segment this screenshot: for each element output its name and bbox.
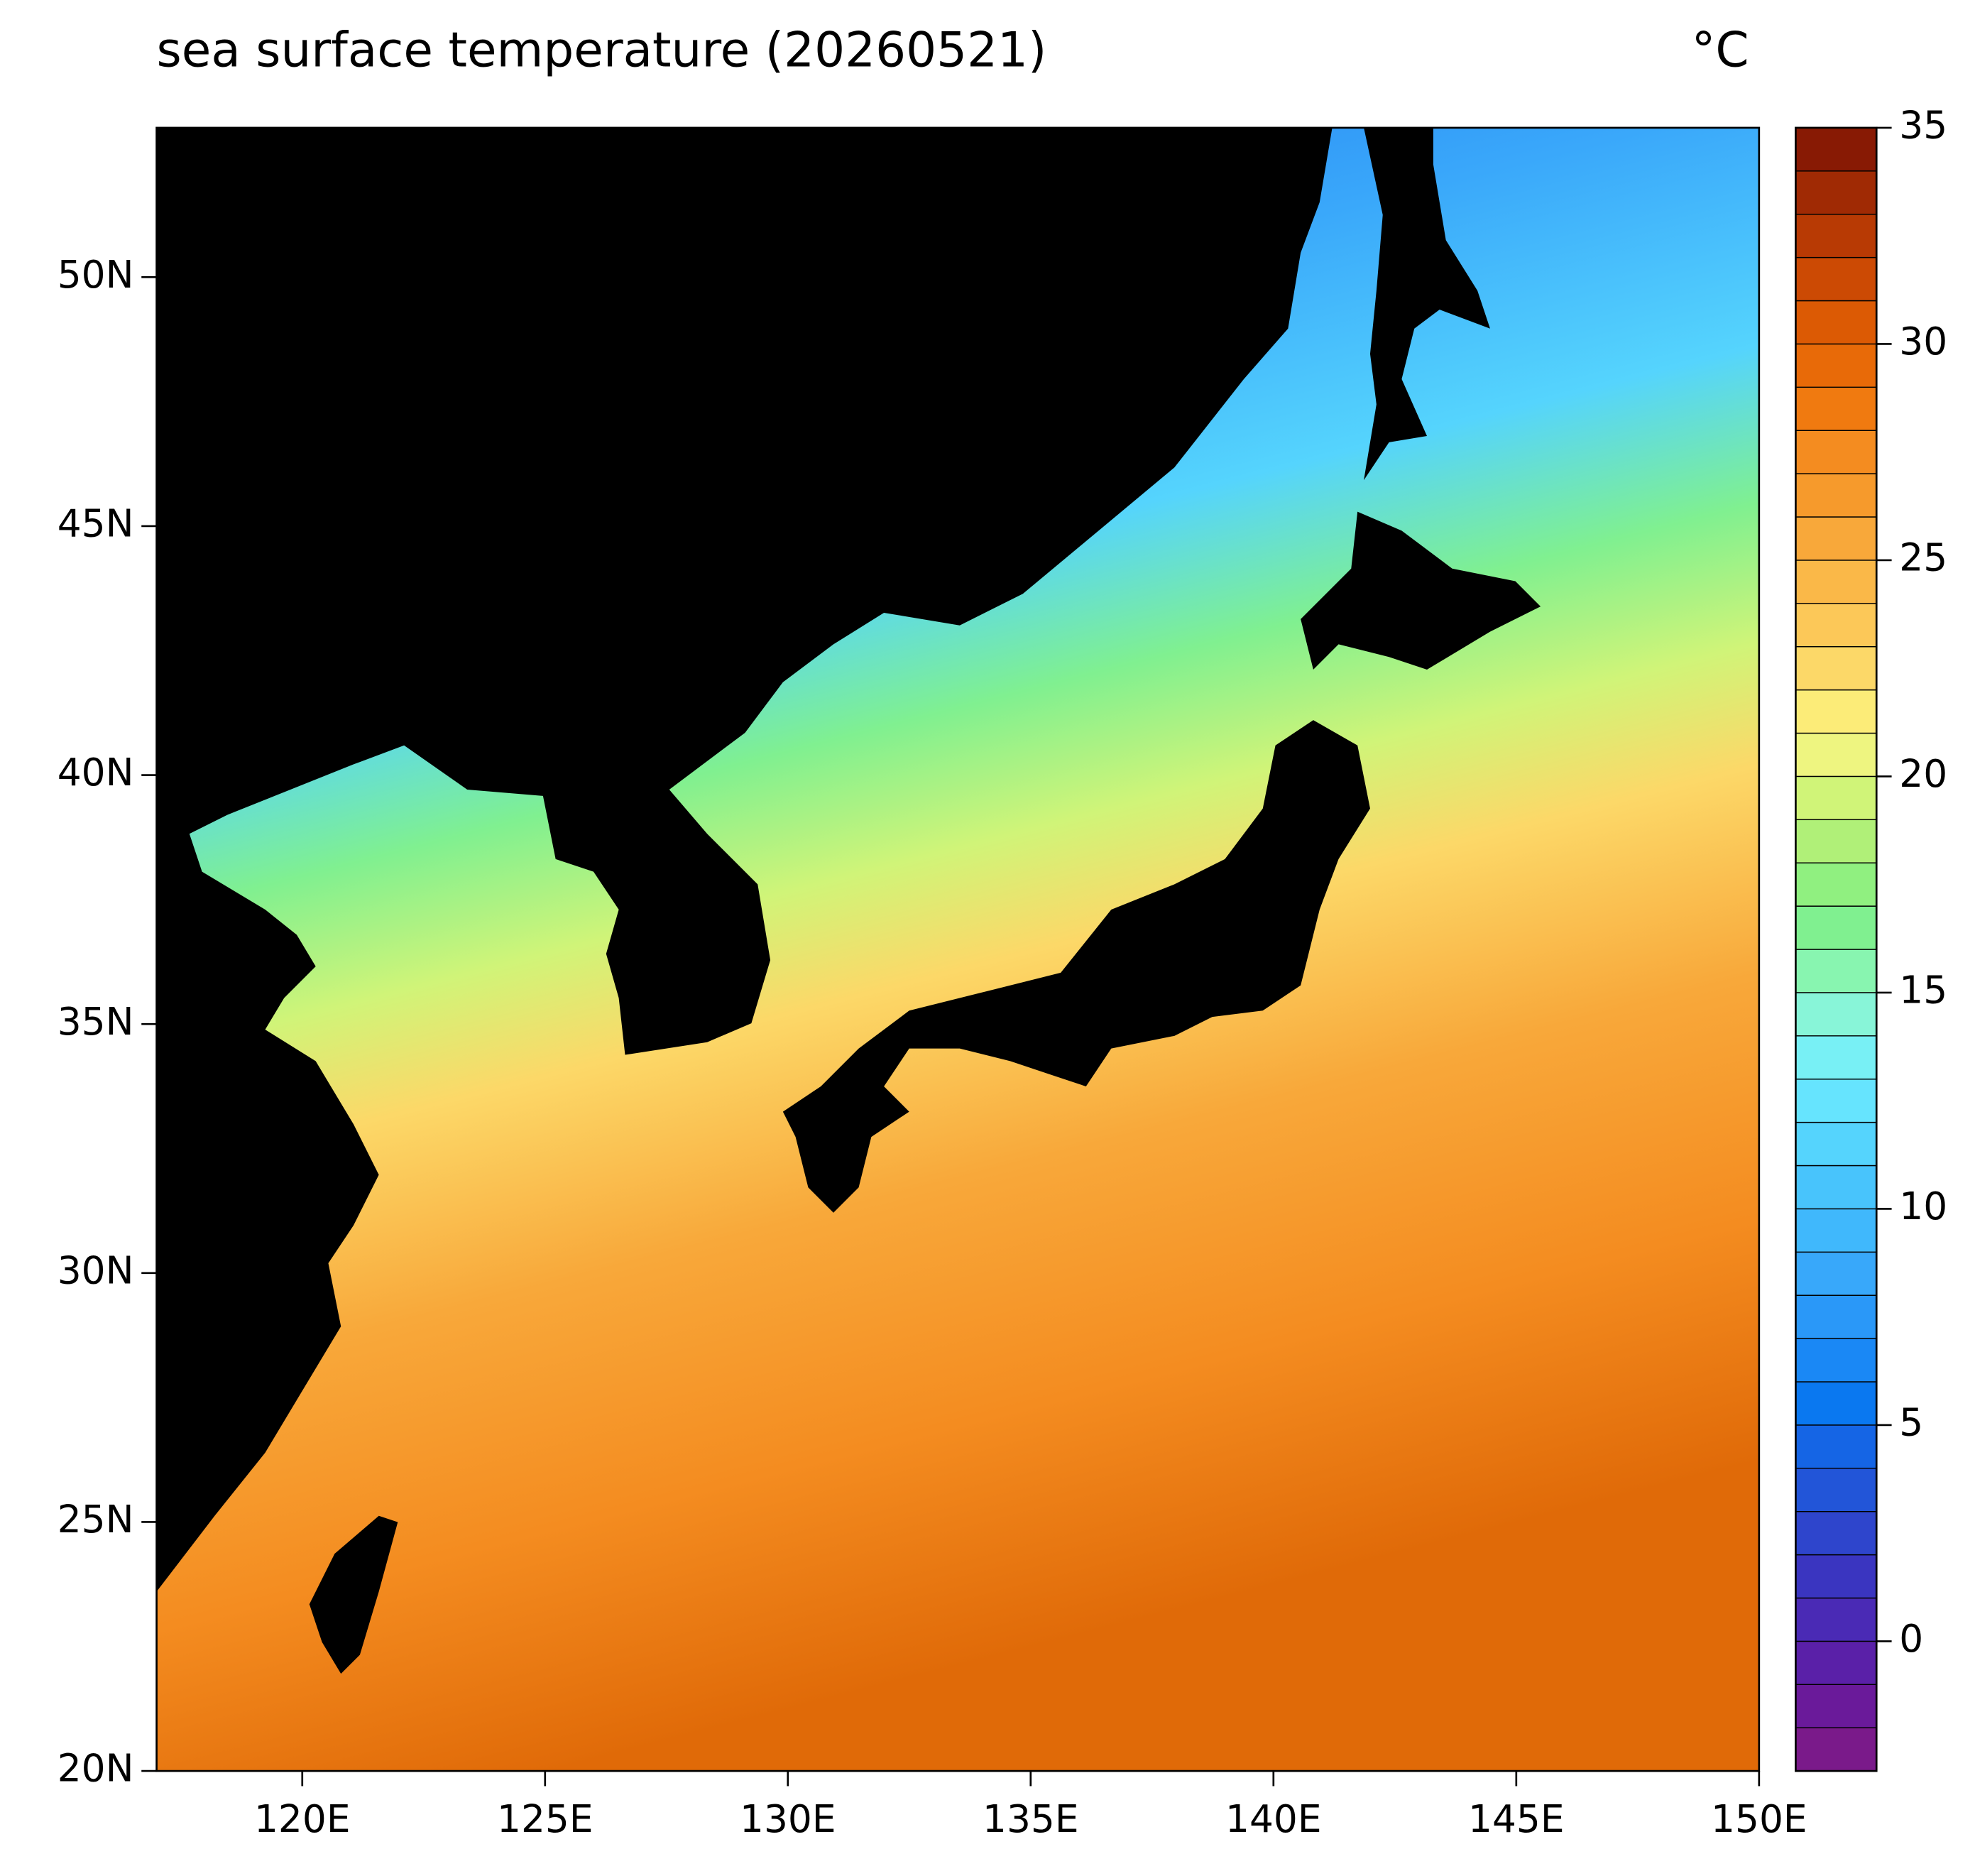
colorbar-bin	[1795, 1208, 1877, 1253]
colorbar-bin	[1795, 1554, 1877, 1599]
y-tick-label: 50N	[58, 252, 134, 297]
y-tick-label: 20N	[58, 1746, 134, 1791]
colorbar-bin	[1795, 1078, 1877, 1123]
y-tick-label: 40N	[58, 750, 134, 795]
colorbar-bin	[1795, 1727, 1877, 1772]
land-sakhalin	[1364, 127, 1490, 481]
x-tick-label: 135E	[983, 1796, 1079, 1841]
y-tick-label: 45N	[58, 501, 134, 546]
colorbar-tick-label: 10	[1899, 1184, 1947, 1228]
colorbar-bin	[1795, 127, 1877, 172]
colorbar-bin	[1795, 689, 1877, 734]
colorbar-tick-label: 5	[1899, 1400, 1923, 1445]
colorbar-bin	[1795, 819, 1877, 863]
colorbar-bin	[1795, 732, 1877, 778]
colorbar-bin	[1795, 992, 1877, 1037]
colorbar-tick-label: 0	[1899, 1616, 1923, 1661]
colorbar-bin	[1795, 862, 1877, 907]
colorbar-bin	[1795, 949, 1877, 993]
land-hokkaido	[1301, 511, 1541, 670]
colorbar-tick-label: 20	[1899, 751, 1947, 796]
colorbar-bin	[1795, 1424, 1877, 1469]
land-japan	[782, 720, 1370, 1213]
y-tick-label: 30N	[58, 1248, 134, 1292]
x-tick-label: 130E	[740, 1796, 836, 1841]
colorbar-tick-label: 25	[1899, 535, 1947, 580]
colorbar-tick-label: 35	[1899, 103, 1947, 148]
colorbar-bin	[1795, 1294, 1877, 1339]
colorbar-bin	[1795, 430, 1877, 474]
colorbar-tick-label: 15	[1899, 968, 1947, 1013]
colorbar-bin	[1795, 646, 1877, 691]
colorbar-unit: °C	[1692, 22, 1749, 78]
x-tick-label: 150E	[1711, 1796, 1807, 1841]
colorbar-bin	[1795, 1338, 1877, 1383]
colorbar-bin	[1795, 300, 1877, 345]
colorbar-bin	[1795, 256, 1877, 302]
colorbar-frame	[1795, 126, 1878, 1772]
colorbar-bin	[1795, 214, 1877, 258]
colorbar-bin	[1795, 1251, 1877, 1296]
x-tick-label: 140E	[1225, 1796, 1322, 1841]
colorbar-bin	[1795, 516, 1877, 561]
colorbar-bin	[1795, 170, 1877, 215]
colorbar-bin	[1795, 905, 1877, 950]
colorbar-bin	[1795, 775, 1877, 821]
x-tick-label: 120E	[254, 1796, 351, 1841]
colorbar-bin	[1795, 386, 1877, 431]
colorbar-bin	[1795, 1468, 1877, 1512]
land-mainland	[156, 127, 1333, 1592]
colorbar-bin	[1795, 1510, 1877, 1556]
colorbar-bin	[1795, 473, 1877, 518]
x-tick-label: 125E	[497, 1796, 593, 1841]
colorbar-bin	[1795, 603, 1877, 648]
y-tick-label: 25N	[58, 1497, 134, 1542]
colorbar-bin	[1795, 1165, 1877, 1210]
colorbar-bin	[1795, 1121, 1877, 1167]
colorbar-bin	[1795, 1640, 1877, 1686]
colorbar-bin	[1795, 1381, 1877, 1426]
colorbar-tick-label: 30	[1899, 319, 1947, 364]
colorbar-bin	[1795, 1597, 1877, 1642]
chart-title: sea surface temperature (20260521)	[157, 22, 1047, 78]
x-tick-label: 145E	[1468, 1796, 1565, 1841]
y-tick-label: 35N	[58, 999, 134, 1044]
colorbar-bin	[1795, 560, 1877, 604]
axes-frame	[155, 126, 1761, 1772]
colorbar-bin	[1795, 1684, 1877, 1728]
map-field	[156, 127, 1759, 1772]
colorbar-bin	[1795, 1035, 1877, 1080]
colorbar-bin	[1795, 343, 1877, 388]
land-taiwan	[309, 1515, 398, 1674]
